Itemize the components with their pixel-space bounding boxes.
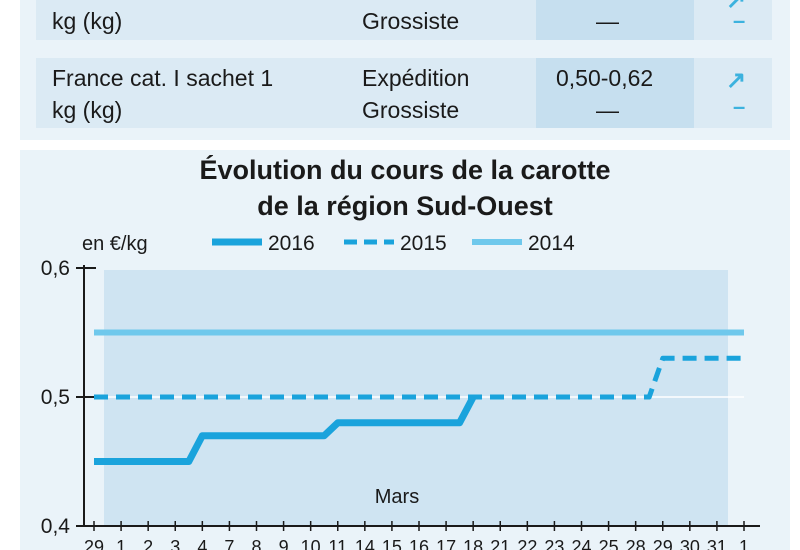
legend-label: 2014 — [528, 232, 575, 255]
x-tick-label: 28 — [626, 537, 646, 550]
y-tick-label: 0,5 — [41, 386, 70, 409]
x-tick-label: 25 — [599, 537, 619, 550]
chart-title-line1: Évolution du cours de la carotte — [199, 155, 611, 185]
arrow-up-right-icon: ↗ — [726, 0, 747, 14]
table-row: France cat. I sachet 1 kg (kg) Expéditio… — [36, 58, 772, 128]
price-column-shade — [536, 58, 694, 128]
stage-top-cell: Expédition — [362, 65, 470, 91]
x-tick-label: 9 — [279, 537, 289, 550]
price-top-cell: 0,50-0,62 — [556, 65, 654, 91]
trend-secondary: – — [733, 94, 746, 119]
x-tick-label: 30 — [680, 537, 700, 550]
arrow-up-right-icon: ↗ — [726, 67, 747, 94]
product-line2-cell: kg (kg) — [52, 97, 123, 123]
x-tick-label: 15 — [382, 537, 402, 550]
legend-label: 2015 — [400, 232, 447, 255]
x-tick-label: 10 — [301, 537, 321, 550]
x-tick-label: 21 — [490, 537, 510, 550]
x-tick-label: 11 — [328, 537, 347, 550]
x-tick-label: 22 — [517, 537, 537, 550]
table-row: kg (kg) Grossiste — ↗ – — [36, 0, 772, 40]
stage-bottom-cell: Grossiste — [362, 8, 460, 34]
x-tick-label: 14 — [355, 537, 375, 550]
x-tick-label: 2 — [143, 537, 153, 550]
x-tick-label: 29 — [84, 537, 104, 550]
x-tick-label: 3 — [170, 537, 180, 550]
x-tick-label: 8 — [251, 537, 261, 550]
x-tick-label: 31 — [707, 537, 727, 550]
stage-bottom-cell: Grossiste — [362, 97, 460, 123]
chart-title-line2: de la région Sud-Ouest — [257, 191, 553, 221]
x-tick-label: 1 — [116, 537, 126, 550]
product-cell: kg (kg) — [52, 8, 123, 34]
price-bottom-cell: — — [596, 97, 619, 123]
x-tick-label: 16 — [409, 537, 429, 550]
series-line-2016 — [94, 395, 477, 465]
x-tick-label: 1 — [739, 537, 749, 550]
x-tick-label: 17 — [436, 537, 456, 550]
x-tick-label: 23 — [544, 537, 564, 550]
x-tick-label: 29 — [653, 537, 673, 550]
y-tick-label: 0,6 — [41, 257, 70, 280]
product-line1-cell: France cat. I sachet 1 — [52, 65, 274, 91]
trend-secondary: – — [733, 8, 746, 33]
legend-label: 2016 — [268, 232, 315, 255]
x-tick-label: 4 — [197, 537, 207, 550]
x-tick-label: 24 — [571, 537, 591, 550]
y-axis-label: en €/kg — [82, 233, 148, 255]
y-tick-label: 0,4 — [41, 515, 71, 538]
series-line-2015 — [94, 355, 744, 400]
price-column-shade — [536, 0, 694, 40]
chart-title: Évolution du cours de la carotte de la r… — [20, 152, 790, 224]
x-axis-label: Mars — [375, 486, 419, 508]
price-bottom-cell: — — [596, 8, 619, 34]
x-tick-label: 18 — [463, 537, 483, 550]
x-tick-label: 7 — [224, 537, 234, 550]
